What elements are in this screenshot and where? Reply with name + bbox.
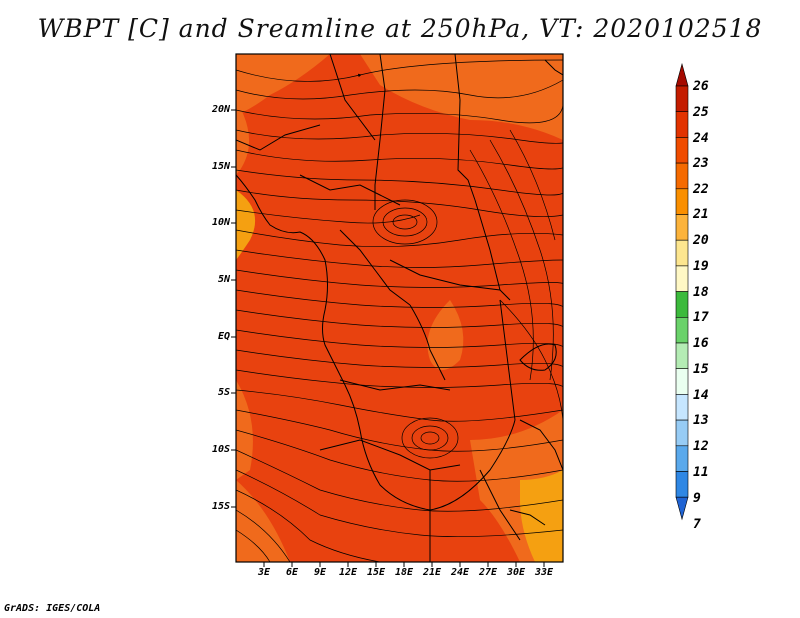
colorbar-swatch xyxy=(675,419,689,447)
lon-label-21e: 21E xyxy=(422,567,442,578)
colorbar-swatch xyxy=(675,162,689,190)
colorbar-swatch xyxy=(675,214,689,241)
lat-label-eq: EQ xyxy=(217,331,230,342)
colorbar-label: 7 xyxy=(693,517,701,532)
plot-frame xyxy=(235,53,564,563)
lon-label-27e: 27E xyxy=(478,567,498,578)
colorbar-swatch xyxy=(675,316,689,344)
colorbar-label: 23 xyxy=(693,156,709,171)
colorbar-label: 18 xyxy=(693,285,709,300)
colorbar-top-arrow xyxy=(675,62,689,87)
lon-label-3e: 3E xyxy=(257,567,271,578)
lat-label-20n: 20N xyxy=(211,104,230,115)
colorbar-label: 17 xyxy=(693,310,709,325)
colorbar-swatch xyxy=(675,239,689,267)
colorbar-label: 26 xyxy=(693,79,709,94)
lat-ticks xyxy=(231,109,236,508)
colorbar-swatch xyxy=(675,445,689,472)
country-borders xyxy=(236,54,563,562)
grads-credit: GrADS: IGES/COLA xyxy=(4,603,101,614)
lon-label-15e: 15E xyxy=(366,567,386,578)
lat-label-10s: 10S xyxy=(211,444,230,455)
colorbar-label: 25 xyxy=(693,105,709,120)
map-title: WBPT [C] and Sreamline at 250hPa, VT: 20… xyxy=(37,14,763,43)
colorbar-label: 15 xyxy=(693,362,709,377)
colorbar-swatch xyxy=(675,265,689,292)
colorbar-label: 14 xyxy=(693,388,709,403)
colorbar-swatch xyxy=(675,85,689,113)
lat-label-15n: 15N xyxy=(211,161,230,172)
lon-label-33e: 33E xyxy=(534,567,554,578)
colorbar-swatch xyxy=(675,111,689,138)
lon-ticks xyxy=(263,562,545,567)
colorbar-swatch xyxy=(675,394,689,421)
lon-label-9e: 9E xyxy=(313,567,327,578)
colorbar-label: 22 xyxy=(693,182,709,197)
colorbar-label: 11 xyxy=(693,465,709,480)
lon-label-18e: 18E xyxy=(394,567,414,578)
colorbar-label: 24 xyxy=(693,131,709,146)
colorbar-swatch xyxy=(675,291,689,318)
colorbar-swatch xyxy=(675,342,689,370)
lat-label-15s: 15S xyxy=(211,501,230,512)
colorbar xyxy=(675,62,689,521)
colorbar-label: 9 xyxy=(693,491,701,506)
colorbar-swatch xyxy=(675,188,689,215)
lon-label-24e: 24E xyxy=(450,567,470,578)
lon-label-6e: 6E xyxy=(285,567,299,578)
lon-label-12e: 12E xyxy=(338,567,358,578)
colorbar-label: 19 xyxy=(693,259,709,274)
colorbar-label: 12 xyxy=(693,439,709,454)
lat-label-10n: 10N xyxy=(211,217,230,228)
colorbar-label: 16 xyxy=(693,336,709,351)
lat-label-5s: 5S xyxy=(217,387,230,398)
colorbar-swatch xyxy=(675,368,689,395)
colorbar-label: 13 xyxy=(693,413,709,428)
colorbar-swatch xyxy=(675,137,689,164)
streamlines xyxy=(236,59,563,562)
lon-label-30e: 30E xyxy=(506,567,526,578)
wbpt-field xyxy=(236,54,563,562)
colorbar-label: 21 xyxy=(693,207,709,222)
colorbar-swatch xyxy=(675,471,689,498)
colorbar-label: 20 xyxy=(693,233,709,248)
lat-label-5n: 5N xyxy=(217,274,230,285)
colorbar-bottom-arrow xyxy=(675,496,689,521)
